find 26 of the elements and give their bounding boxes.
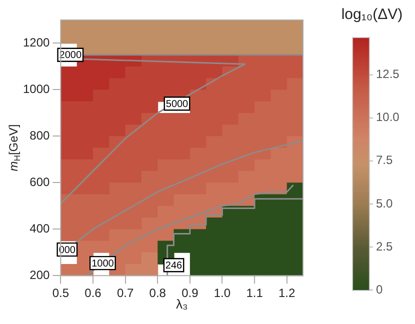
x-tick-label: 0.8: [149, 286, 166, 300]
color-bar-label: 7.5: [376, 153, 394, 168]
y-tick-label: 1200: [22, 36, 50, 50]
y-tick-label: 600: [30, 174, 50, 189]
y-axis-title: mH[GeV]: [6, 124, 22, 172]
y-tick-label: 200: [30, 268, 50, 282]
color-bar-label: 2.5: [376, 239, 394, 254]
annotation: 5000: [166, 98, 189, 110]
color-bar-title: log₁₀(ΔV): [341, 6, 403, 24]
annotation: 2000: [59, 50, 82, 62]
y-tick-label: 1000: [22, 82, 50, 96]
x-tick-label: 1.2: [278, 286, 296, 300]
x-tick-label: 1.0: [214, 286, 231, 300]
color-bar-label: 12.5: [376, 67, 400, 82]
x-tick-label: 0.7: [116, 286, 134, 300]
annotation: 1000: [92, 258, 114, 270]
x-tick-label: 0.6: [84, 286, 102, 300]
x-tick-label: 0.5: [52, 286, 70, 300]
y-tick-label: 400: [30, 221, 50, 236]
annotation: 000: [58, 244, 76, 256]
color-bar-label: 10.0: [376, 110, 400, 124]
color-bar-label: 5.0: [376, 196, 394, 210]
color-bar-label: 0: [376, 282, 383, 296]
x-tick-label: 1.1: [246, 286, 264, 300]
y-tick-label: 800: [30, 128, 50, 142]
annotation: 246: [165, 260, 183, 272]
